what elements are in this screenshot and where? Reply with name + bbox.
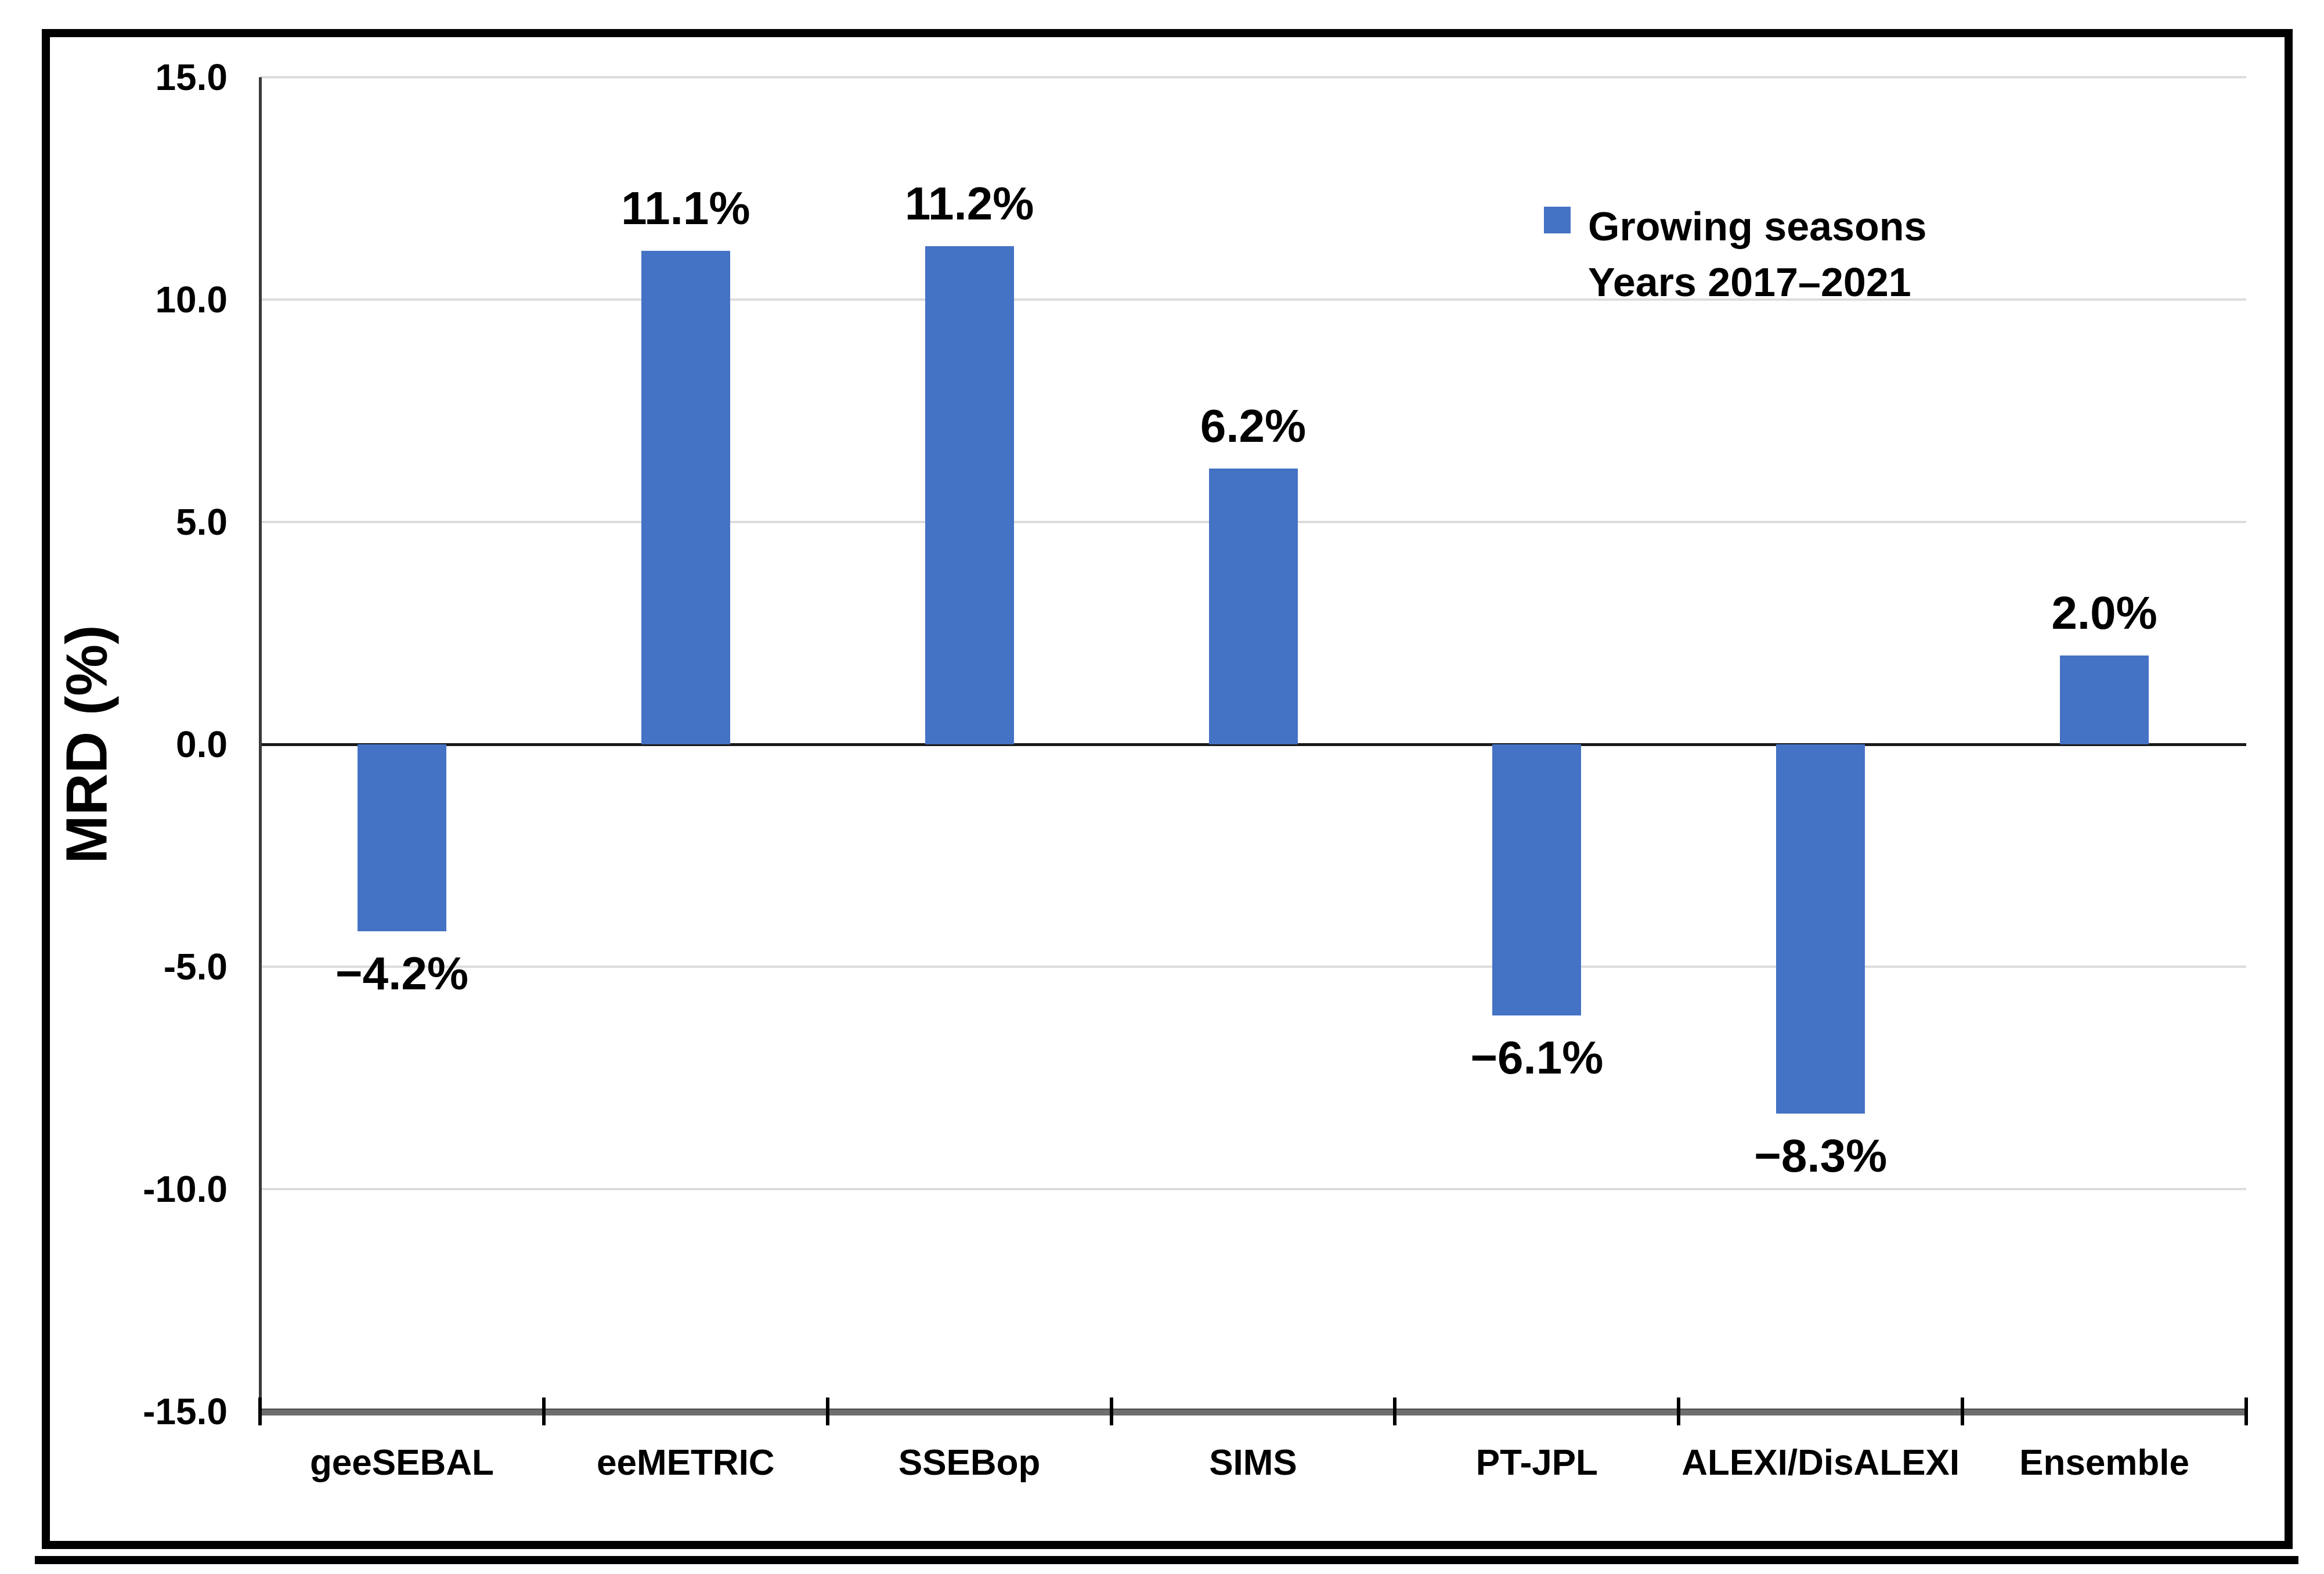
chart-border-frame bbox=[42, 29, 2293, 1549]
legend-text: Growing seasons Years 2017–2021 bbox=[1588, 199, 1926, 310]
legend: Growing seasons Years 2017–2021 bbox=[1544, 199, 1926, 310]
legend-line-2: Years 2017–2021 bbox=[1588, 260, 1911, 305]
legend-color-swatch-icon bbox=[1544, 207, 1571, 233]
legend-line-1: Growing seasons bbox=[1588, 204, 1927, 249]
figure-bottom-rule bbox=[35, 1556, 2298, 1564]
y-axis-title: MRD (%) bbox=[54, 625, 120, 864]
